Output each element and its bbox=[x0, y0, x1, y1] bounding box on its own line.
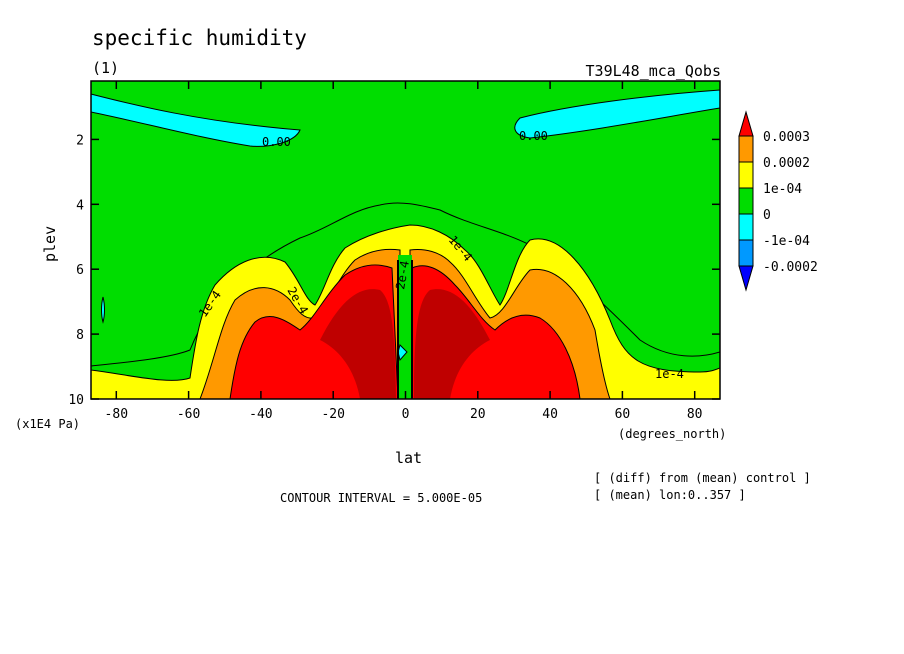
x-tick-label: 0 bbox=[402, 407, 410, 422]
colorbar-swatch bbox=[738, 161, 754, 189]
y-axis: 2 4 6 8 10 bbox=[68, 133, 720, 408]
dense-contours-north bbox=[414, 289, 490, 399]
negative-region-south bbox=[91, 93, 301, 147]
colorbar-swatch bbox=[738, 265, 754, 292]
equatorial-gap bbox=[398, 255, 412, 399]
dense-contours-south bbox=[320, 289, 396, 399]
negative-region-north bbox=[514, 89, 720, 139]
colorbar-label: 0.0003 bbox=[763, 130, 810, 145]
x-tick-label: -20 bbox=[321, 407, 344, 422]
colorbar-swatch bbox=[738, 110, 754, 137]
panel-label: (1) bbox=[92, 59, 119, 77]
colorbar-swatch bbox=[738, 239, 754, 267]
note-diff: [ (diff) from (mean) control ] bbox=[594, 471, 811, 485]
colorbar-label: -1e-04 bbox=[763, 234, 810, 249]
x-tick-label: 20 bbox=[470, 407, 486, 422]
x-tick-label: 80 bbox=[687, 407, 703, 422]
note-mean: [ (mean) lon:0..357 ] bbox=[594, 488, 746, 502]
x-tick-label: 60 bbox=[615, 407, 631, 422]
y-tick-label: 4 bbox=[76, 198, 84, 213]
x-axis: -80 -60 -40 -20 0 20 40 60 80 bbox=[105, 81, 703, 422]
y-axis-label: plev bbox=[41, 226, 59, 262]
contour-label: 0.00 bbox=[262, 135, 291, 149]
contour-label: 0.00 bbox=[519, 129, 548, 143]
colorbar: 0.0003 0.0002 1e-04 0 -1e-04 -0.0002 bbox=[738, 110, 818, 292]
y-tick-label: 10 bbox=[68, 393, 84, 408]
y-tick-label: 6 bbox=[76, 263, 84, 278]
band-red bbox=[229, 264, 581, 399]
x-tick-label: -80 bbox=[105, 407, 128, 422]
x-tick-label: 40 bbox=[542, 407, 558, 422]
contour-label: 1e-4 bbox=[655, 367, 684, 381]
field: 0.00 0.00 1e-4 1e-4 1e-4 2e-4 2e-4 bbox=[91, 81, 720, 399]
y-tick-label: 8 bbox=[76, 328, 84, 343]
colorbar-label: 0 bbox=[763, 208, 771, 223]
small-blip bbox=[101, 296, 105, 324]
colorbar-swatch bbox=[738, 187, 754, 215]
x-tick-label: -60 bbox=[177, 407, 200, 422]
x-axis-label: lat bbox=[395, 449, 422, 467]
colorbar-label: 0.0002 bbox=[763, 156, 810, 171]
y-tick-label: 2 bbox=[76, 133, 84, 148]
y-unit-label: (x1E4 Pa) bbox=[15, 417, 80, 431]
colorbar-swatch bbox=[738, 213, 754, 241]
colorbar-label: 1e-04 bbox=[763, 182, 802, 197]
x-tick-label: -40 bbox=[249, 407, 272, 422]
run-label: T39L48_mca_Qobs bbox=[586, 62, 721, 80]
contour-label: 2e-4 bbox=[393, 260, 412, 291]
colorbar-swatch bbox=[738, 135, 754, 163]
contour-interval: CONTOUR INTERVAL = 5.000E-05 bbox=[280, 491, 482, 505]
chart-title: specific humidity bbox=[92, 26, 307, 50]
contour-line-outer bbox=[91, 202, 720, 367]
x-unit-label: (degrees_north) bbox=[618, 427, 726, 441]
colorbar-label: -0.0002 bbox=[763, 260, 818, 275]
